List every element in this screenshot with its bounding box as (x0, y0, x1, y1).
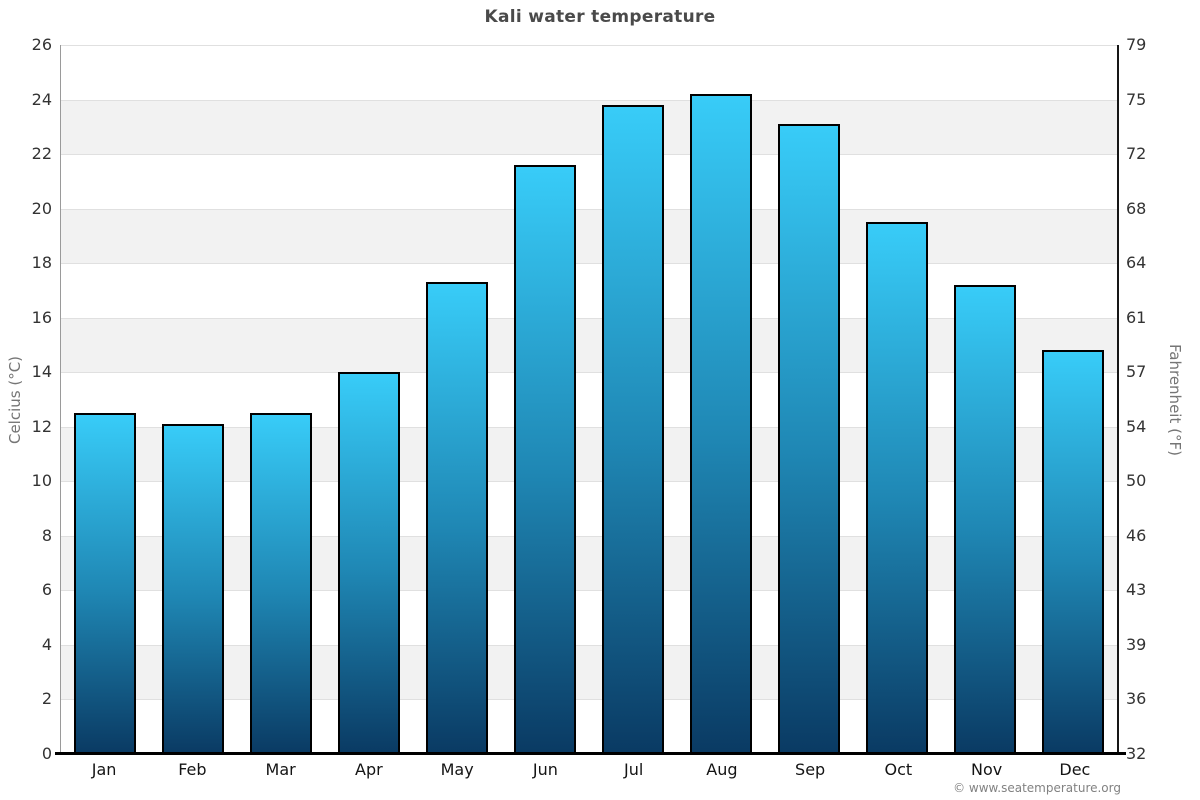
month-label-may: May (440, 760, 474, 779)
bar-oct[interactable] (866, 222, 928, 754)
bar-slot-nov (941, 45, 1029, 754)
gridline (61, 644, 1117, 646)
celsius-tick-10: 10 (31, 471, 52, 491)
month-label-oct: Oct (884, 760, 913, 779)
gridline (61, 426, 1117, 428)
month-label-jun: Jun (532, 760, 558, 779)
gridline (61, 45, 1117, 46)
fahrenheit-tick-75: 75 (1126, 89, 1147, 109)
month-label-sep: Sep (795, 760, 826, 779)
gridline (61, 590, 1117, 592)
gridline (61, 208, 1117, 210)
bar-mar[interactable] (250, 413, 312, 754)
bar-nov[interactable] (954, 284, 1016, 754)
fahrenheit-tick-61: 61 (1126, 307, 1147, 327)
fahrenheit-tick-39: 39 (1126, 634, 1147, 654)
fahrenheit-tick-54: 54 (1126, 416, 1147, 436)
fahrenheit-tick-43: 43 (1126, 580, 1147, 600)
grid-band (61, 45, 1117, 100)
chart-title: Kali water temperature (484, 7, 716, 27)
bar-slot-feb (149, 45, 237, 754)
fahrenheit-tick-64: 64 (1126, 253, 1147, 273)
bar-feb[interactable] (162, 424, 224, 754)
bar-slot-aug (677, 45, 765, 754)
bar-jan[interactable] (74, 413, 136, 754)
month-label-apr: Apr (355, 760, 383, 779)
bar-aug[interactable] (690, 94, 752, 754)
bar-sep[interactable] (778, 124, 840, 754)
fahrenheit-tick-68: 68 (1126, 198, 1147, 218)
fahrenheit-tick-72: 72 (1126, 144, 1147, 164)
grid-band (61, 590, 1117, 645)
month-label-feb: Feb (178, 760, 207, 779)
bar-dec[interactable] (1042, 350, 1104, 754)
grid-band (61, 154, 1117, 209)
gridline (61, 699, 1117, 701)
fahrenheit-tick-32: 32 (1126, 744, 1147, 763)
fahrenheit-tick-79: 79 (1126, 35, 1147, 54)
grid-band (61, 699, 1117, 754)
bar-slot-oct (853, 45, 941, 754)
grid-band (61, 644, 1117, 700)
gridline (61, 535, 1117, 537)
month-label-nov: Nov (971, 760, 1003, 779)
celsius-tick-6: 6 (41, 580, 52, 600)
bar-jul[interactable] (602, 105, 664, 754)
bar-slot-sep (765, 45, 853, 754)
month-label-mar: Mar (265, 760, 296, 779)
bar-series (61, 45, 1117, 754)
celsius-tick-16: 16 (31, 307, 52, 327)
fahrenheit-tick-50: 50 (1126, 471, 1147, 491)
gridline (61, 263, 1117, 265)
celsius-tick-22: 22 (31, 144, 52, 164)
grid-band (61, 535, 1117, 591)
grid-band (61, 317, 1117, 373)
gridline (61, 317, 1117, 319)
bar-slot-jan (61, 45, 149, 754)
celsius-tick-0: 0 (41, 744, 52, 763)
fahrenheit-tick-46: 46 (1126, 525, 1147, 545)
grid-band (61, 372, 1117, 427)
grid-band (61, 426, 1117, 482)
fahrenheit-tick-57: 57 (1126, 362, 1147, 382)
month-label-dec: Dec (1059, 760, 1091, 779)
celsius-axis-ticks: 0 2 4 6 8 10 12 14 16 18 20 22 24 26 (0, 37, 52, 762)
celsius-tick-24: 24 (31, 89, 52, 109)
bar-jun[interactable] (514, 165, 576, 754)
gridline (61, 481, 1117, 483)
bar-slot-apr (325, 45, 413, 754)
celsius-tick-2: 2 (41, 689, 52, 709)
month-axis-labels: Jan Feb Mar Apr May Jun Jul Aug Sep Oct Nov Dec (60, 760, 1119, 779)
celsius-tick-8: 8 (41, 525, 52, 545)
bar-slot-jul (589, 45, 677, 754)
gridline (61, 372, 1117, 374)
x-axis-line (55, 752, 1126, 755)
fahrenheit-axis-ticks: 32 36 39 43 46 50 54 57 61 64 68 72 75 79 (1126, 37, 1186, 762)
bar-may[interactable] (426, 282, 488, 754)
grid-band (61, 208, 1117, 264)
celsius-tick-26: 26 (31, 35, 52, 54)
celsius-tick-4: 4 (41, 634, 52, 654)
celsius-tick-14: 14 (31, 362, 52, 382)
bar-apr[interactable] (338, 372, 400, 754)
grid-band (61, 99, 1117, 155)
plot-area (60, 45, 1119, 754)
watermark-link[interactable]: © www.seatemperature.org (953, 781, 1121, 795)
grid-band (61, 263, 1117, 318)
month-label-jan: Jan (91, 760, 117, 779)
month-label-aug: Aug (706, 760, 738, 779)
month-label-jul: Jul (623, 760, 644, 779)
gridline (61, 154, 1117, 156)
celsius-tick-18: 18 (31, 253, 52, 273)
bar-slot-dec (1029, 45, 1117, 754)
bar-slot-jun (501, 45, 589, 754)
bar-slot-may (413, 45, 501, 754)
grid-band (61, 481, 1117, 536)
gridline (61, 99, 1117, 101)
bar-slot-mar (237, 45, 325, 754)
celsius-tick-12: 12 (31, 416, 52, 436)
fahrenheit-tick-36: 36 (1126, 689, 1147, 709)
celsius-tick-20: 20 (31, 198, 52, 218)
